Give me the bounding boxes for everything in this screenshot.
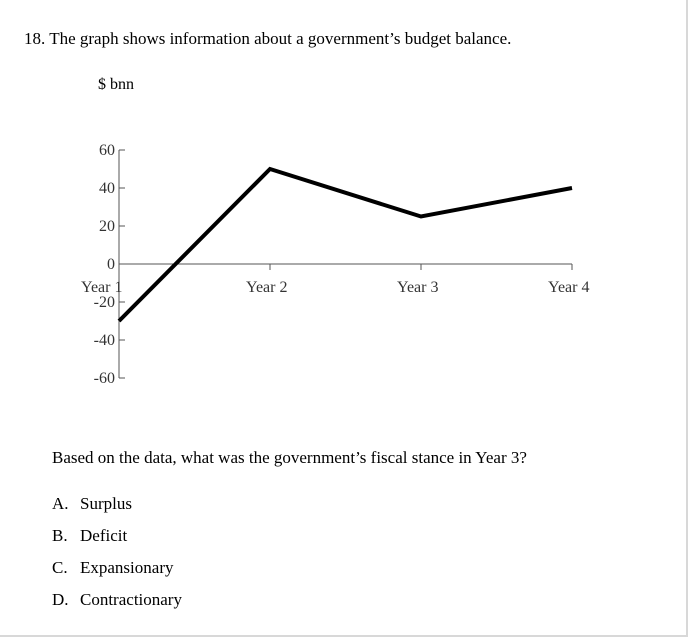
option-letter: C. [52, 558, 68, 577]
option-text: Surplus [80, 494, 132, 513]
y-tick-label: -60 [94, 370, 115, 387]
question-prompt: Based on the data, what was the governme… [52, 448, 527, 467]
option-letter: B. [52, 526, 68, 545]
option-c[interactable]: C. Expansionary [52, 558, 182, 590]
y-tick-label: 0 [107, 256, 115, 273]
question-text: 18. The graph shows information about a … [24, 29, 512, 48]
answer-options: A. Surplus B. Deficit C. Expansionary D. Con… [52, 494, 182, 622]
y-tick-label: 60 [99, 142, 115, 159]
option-letter: A. [52, 494, 69, 513]
option-text: Deficit [80, 526, 128, 545]
budget-balance-series-line [117, 166, 573, 323]
y-tick-label: 40 [99, 180, 115, 197]
y-tick-label: -20 [94, 294, 115, 311]
option-text: Contractionary [80, 590, 182, 609]
x-tick-label: Year 1 [81, 279, 122, 296]
x-tick-label: Year 3 [397, 279, 438, 296]
option-b[interactable]: B. Deficit [52, 526, 182, 558]
option-d[interactable]: D. Contractionary [52, 590, 182, 622]
y-tick-label: 20 [99, 218, 115, 235]
chart-y-unit-label: $ bnn [98, 76, 134, 93]
x-tick-label: Year 4 [548, 279, 589, 296]
y-tick-label: -40 [94, 332, 115, 349]
budget-balance-line-chart: 60 40 20 0 -20 -40 -60 Year 1 Year 2 Year 3 Year 4 [81, 142, 589, 387]
option-letter: D. [52, 590, 69, 609]
option-text: Expansionary [80, 558, 174, 577]
x-tick-label: Year 2 [246, 279, 287, 296]
option-a[interactable]: A. Surplus [52, 494, 182, 526]
